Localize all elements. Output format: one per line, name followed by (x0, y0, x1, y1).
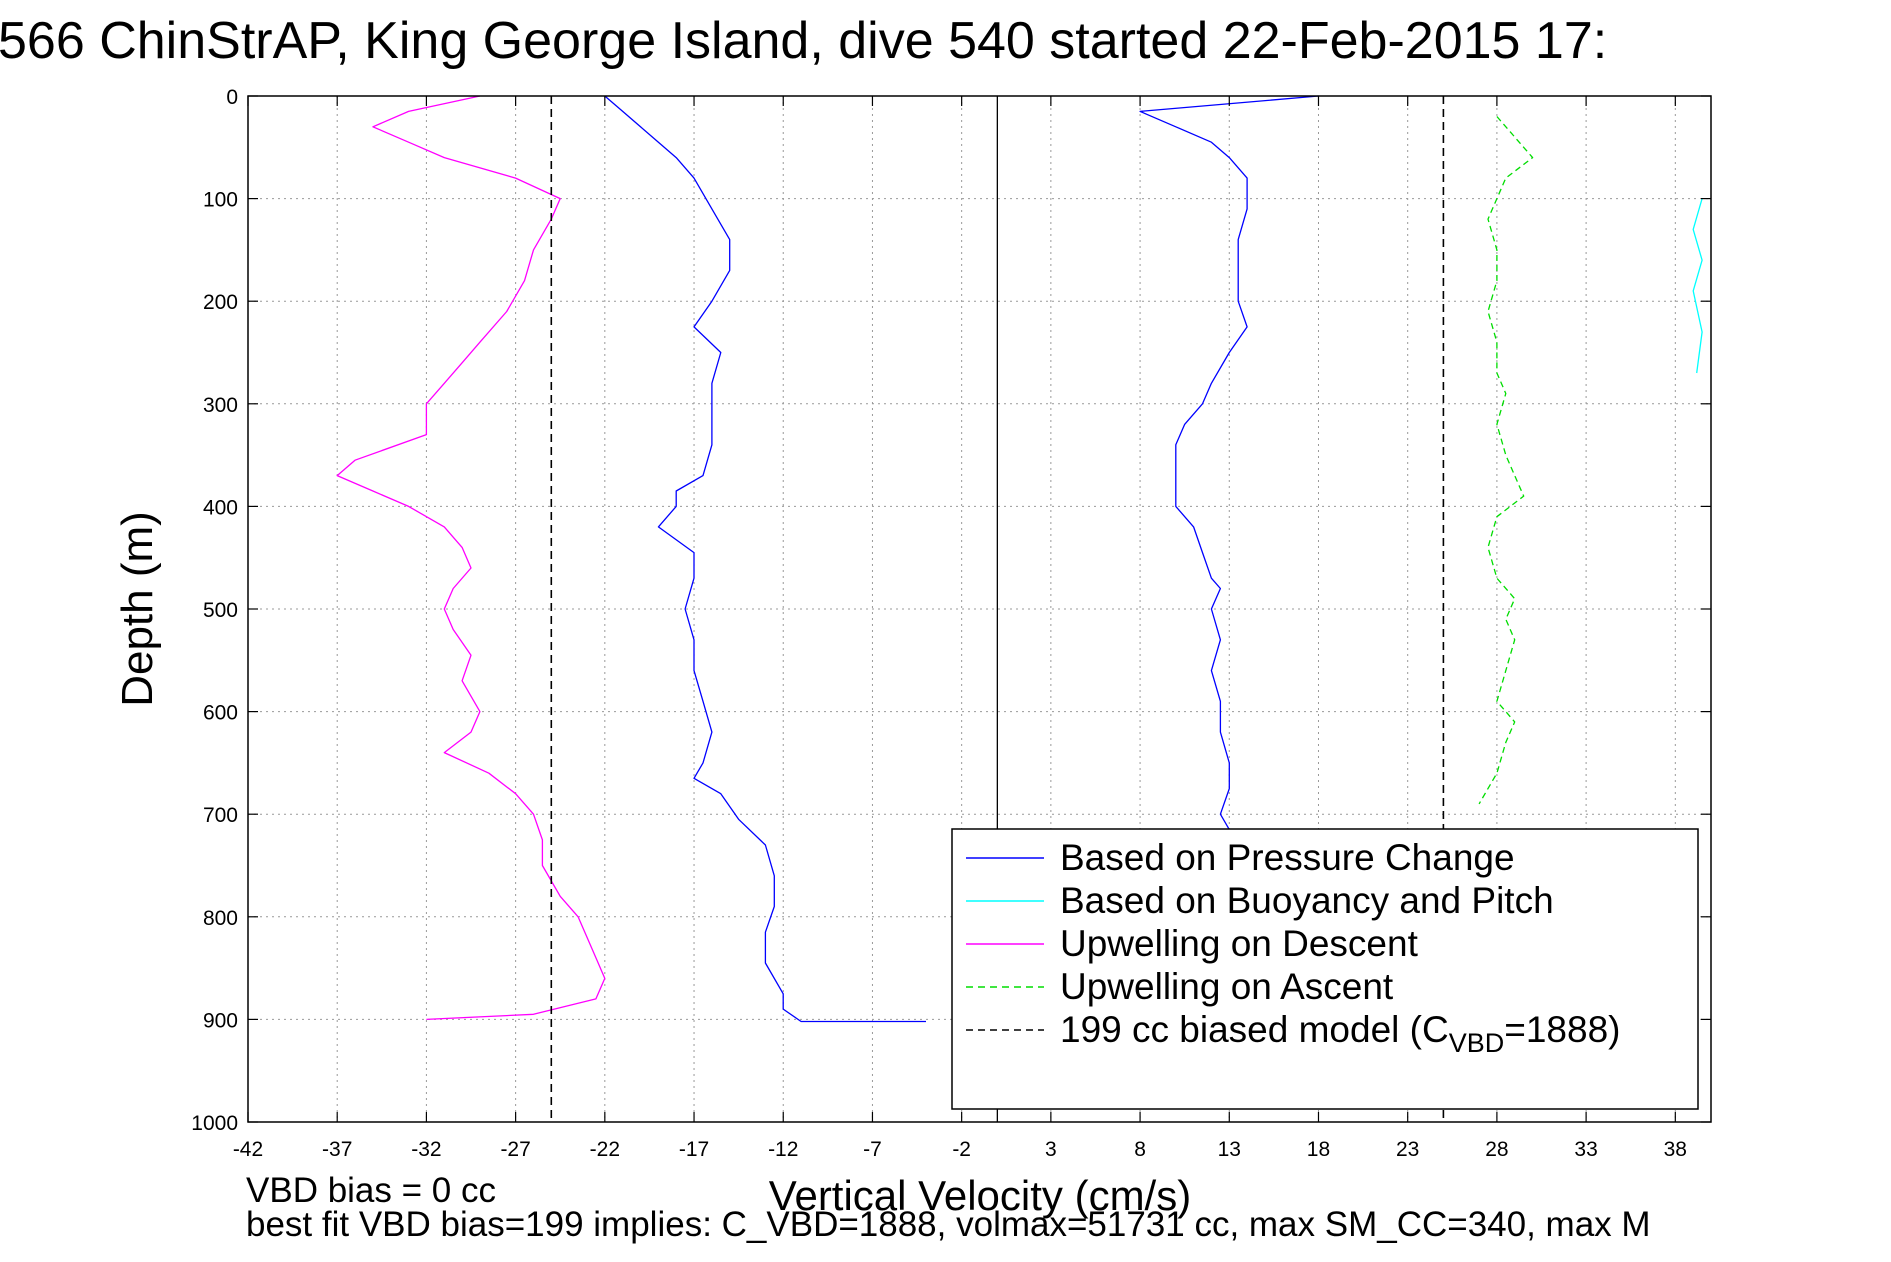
x-tick-label: -42 (233, 1138, 263, 1161)
y-tick-label: 500 (203, 599, 238, 622)
series-line-3 (336, 95, 606, 1021)
y-tick-label: 1000 (191, 1112, 238, 1135)
y-tick-label: 100 (203, 189, 238, 212)
x-tick-label: 38 (1664, 1138, 1687, 1161)
y-tick-label: 800 (203, 907, 238, 930)
x-tick-label: -27 (500, 1138, 530, 1161)
x-tick-label: 18 (1307, 1138, 1330, 1161)
legend-label-1: Based on Buoyancy and Pitch (1060, 880, 1554, 921)
y-tick-label: 200 (203, 291, 238, 314)
x-tick-label: -7 (863, 1138, 882, 1161)
annotation-vbd-bias: VBD bias = 0 cc (246, 1171, 496, 1210)
x-tick-label: 3 (1045, 1138, 1057, 1161)
x-tick-label: -32 (411, 1138, 441, 1161)
y-tick-label: 600 (203, 702, 238, 725)
y-tick-label: 700 (203, 804, 238, 827)
legend-label-3: Upwelling on Ascent (1060, 966, 1394, 1007)
legend-label-4: 199 cc biased model (CVBD=1888) (1060, 1009, 1620, 1058)
x-tick-label: 33 (1574, 1138, 1597, 1161)
y-axis-ticks: 0 100 200 300 400 500 600 700 800 900 1000 (191, 86, 1711, 1135)
annotation-best-fit: best fit VBD bias=199 implies: C_VBD=188… (246, 1205, 1651, 1244)
y-axis-label: Depth (m) (113, 511, 162, 707)
x-tick-label: 23 (1396, 1138, 1419, 1161)
y-tick-label: 400 (203, 496, 238, 519)
x-axis-ticks: -42 -37 -32 -27 -22 -17 -12 -7 -2 3 8 13 18 23 28 33 38 (233, 96, 1687, 1161)
y-tick-label: 300 (203, 394, 238, 417)
x-tick-label: 28 (1485, 1138, 1508, 1161)
series-line-0 (604, 95, 926, 1023)
legend-label-2: Upwelling on Descent (1060, 923, 1419, 964)
x-tick-label: -12 (768, 1138, 798, 1161)
x-tick-label: -2 (952, 1138, 971, 1161)
x-tick-label: -17 (679, 1138, 709, 1161)
series-line-4 (1478, 116, 1534, 805)
x-tick-label: 8 (1134, 1138, 1146, 1161)
y-tick-label: 0 (226, 86, 238, 109)
y-tick-label: 900 (203, 1009, 238, 1032)
series-line-1 (1139, 95, 1319, 830)
x-tick-label: -22 (590, 1138, 620, 1161)
legend-label-0: Based on Pressure Change (1060, 837, 1515, 878)
x-axis-label: Vertical Velocity (cm/s) (769, 1172, 1191, 1219)
legend-box (951, 828, 1699, 1110)
x-tick-label: 13 (1218, 1138, 1241, 1161)
x-tick-label: -37 (322, 1138, 352, 1161)
series-lines (336, 95, 1703, 1122)
chart-title: 566 ChinStrAP, King George Island, dive … (0, 12, 1607, 70)
series-line-2 (1692, 198, 1703, 374)
